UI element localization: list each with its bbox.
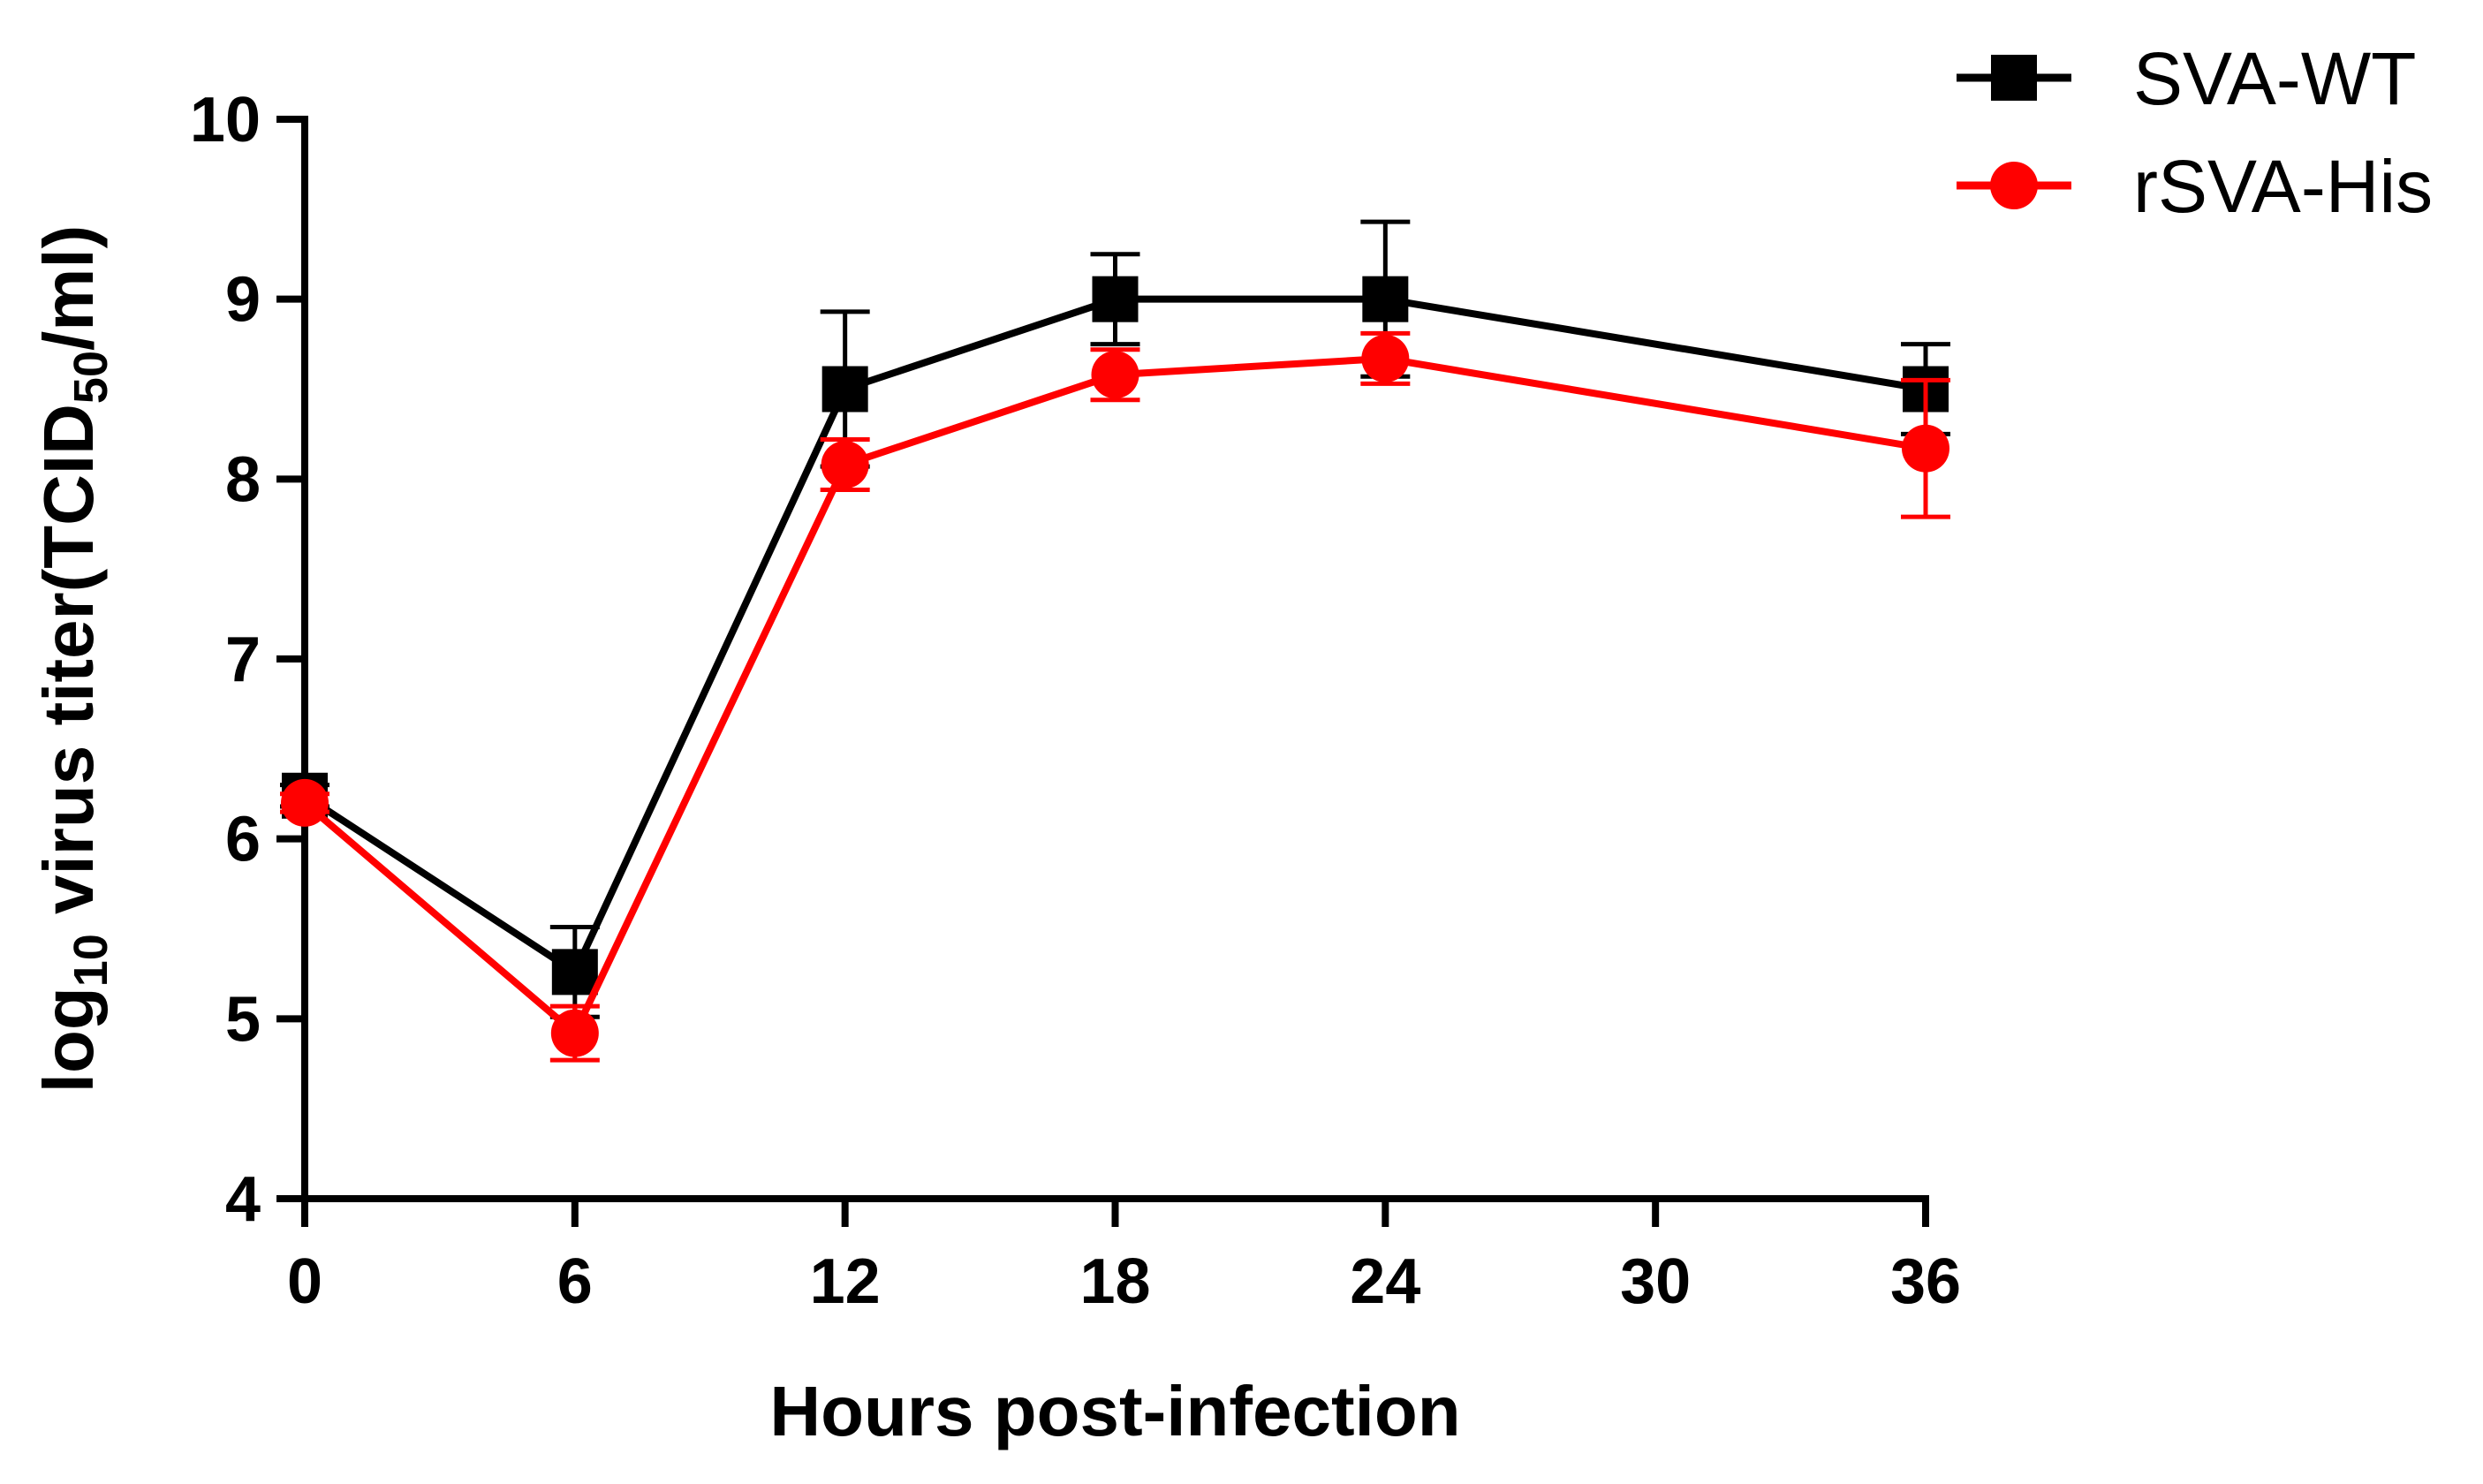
legend-item: SVA-WT <box>1957 37 2416 120</box>
y-axis-title-prefix-sub: 10 <box>64 934 117 987</box>
data-point <box>1091 351 1139 399</box>
data-point <box>821 441 869 489</box>
x-tick-label: 12 <box>810 1246 881 1317</box>
legend-marker <box>1990 162 2038 209</box>
series-line <box>302 354 1927 1037</box>
y-axis-title-suffix: /ml) <box>29 225 108 351</box>
legend-label: SVA-WT <box>2133 37 2416 120</box>
series-rsva-his <box>280 330 1950 1063</box>
data-point <box>1362 276 1409 322</box>
x-tick-label: 24 <box>1350 1246 1420 1317</box>
x-axis-title: Hours post-infection <box>769 1372 1460 1450</box>
y-tick-label: 8 <box>225 444 261 515</box>
series <box>280 219 1950 1063</box>
data-point <box>551 949 598 996</box>
x-tick-label: 36 <box>1890 1246 1961 1317</box>
legend-marker <box>1991 55 2037 101</box>
x-tick-label: 6 <box>557 1246 593 1317</box>
y-tick-label: 7 <box>225 625 261 695</box>
legend-item: rSVA-His <box>1957 145 2433 228</box>
x-tick-label: 0 <box>287 1246 322 1317</box>
data-point <box>821 366 868 413</box>
data-point <box>1902 424 1949 473</box>
legend: SVA-WT rSVA-His <box>1957 37 2433 228</box>
x-tick-label: 18 <box>1079 1246 1150 1317</box>
y-tick-label: 6 <box>225 805 261 875</box>
x-tick-label: 30 <box>1620 1246 1691 1317</box>
series-sva-wt <box>280 219 1950 1019</box>
y-tick-label: 10 <box>190 85 261 155</box>
legend-label: rSVA-His <box>2133 145 2433 228</box>
y-tick-label: 5 <box>225 984 261 1055</box>
data-point <box>1361 334 1410 382</box>
x-ticks: 0 6 12 18 24 30 36 <box>287 1199 1961 1317</box>
y-tick-label: 9 <box>225 265 261 336</box>
data-point <box>1092 276 1139 322</box>
y-axis-title: log10 virus titer(TCID50/ml) <box>29 225 117 1093</box>
y-axis-title-middle-sub: 50 <box>64 351 117 404</box>
y-tick-label: 4 <box>225 1164 261 1235</box>
data-point <box>550 1009 599 1057</box>
y-axis-title-prefix: log <box>29 987 108 1093</box>
series-line <box>302 295 1927 976</box>
data-point <box>281 778 329 827</box>
y-axis-title-middle: virus titer(TCID <box>29 404 108 934</box>
y-ticks: 4 5 6 7 8 9 10 <box>190 85 305 1235</box>
